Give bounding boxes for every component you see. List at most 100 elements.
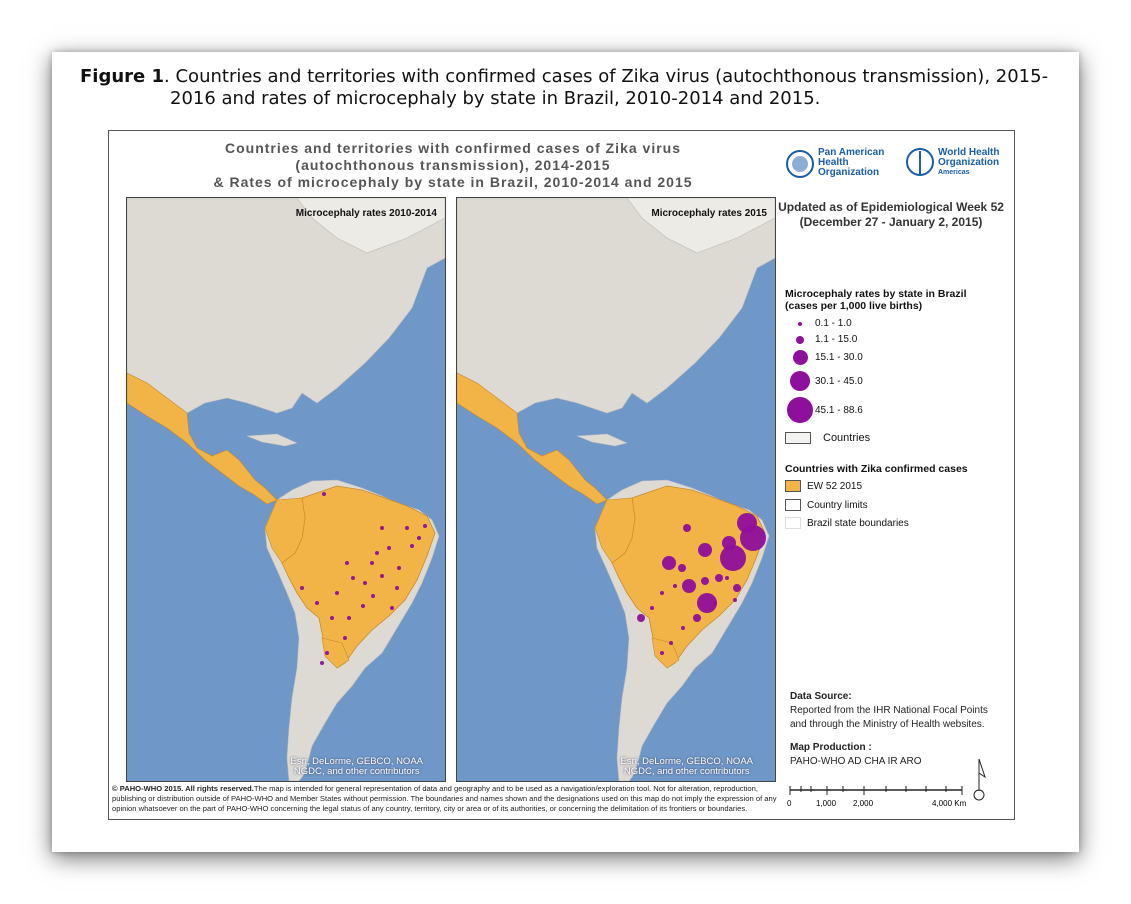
microcephaly-dot [345, 561, 349, 565]
scale-bar: 0 1,000 2,000 4,000 Km [786, 786, 986, 816]
update-line2: (December 27 - January 2, 2015) [799, 215, 983, 229]
microcephaly-dot [335, 591, 339, 595]
paho-globe-icon [786, 150, 814, 178]
panel-title-left: Microcephaly rates 2010-2014 [295, 208, 437, 219]
greenland-land [296, 198, 445, 254]
microcephaly-dot [410, 544, 414, 548]
attribution-line2: NGDC, and other contributors [293, 766, 420, 777]
microcephaly-dot [637, 614, 645, 622]
microcephaly-dot [351, 576, 355, 580]
legend-zika-title: Countries with Zika confirmed cases [785, 463, 968, 475]
map-svg-right [457, 198, 775, 781]
microcephaly-dot [678, 564, 686, 572]
map-title-line1: Countries and territories with confirmed… [225, 140, 681, 156]
greenland-land [626, 198, 775, 254]
caption-line2: 2016 and rates of microcephaly by state … [170, 88, 821, 109]
data-source: Data Source: Reported from the IHR Natio… [790, 690, 988, 732]
northern-south-america-zika [594, 497, 636, 564]
map-panel-2015: Microcephaly rates 2015 Esri, DeLorme, G… [456, 197, 776, 782]
map-svg-left [127, 198, 445, 781]
microcephaly-dot [330, 616, 334, 620]
north-arrow-icon [970, 755, 992, 803]
mexico-central-america-zika [127, 372, 278, 505]
organization-logos: Pan American Health Organization World H… [786, 146, 1006, 186]
microcephaly-dot [375, 551, 379, 555]
microcephaly-dot [682, 579, 696, 593]
map-attribution-right: Esri, DeLorme, GEBCO, NOAA NGDC, and oth… [620, 757, 753, 777]
data-source-line1: Reported from the IHR National Focal Poi… [790, 705, 988, 716]
microcephaly-dot [740, 525, 766, 551]
legend-dot-icon [796, 335, 804, 344]
legend-rate-5: 45.1 - 88.6 [785, 397, 863, 423]
data-source-line2: and through the Ministry of Health websi… [790, 719, 985, 730]
microcephaly-dot [347, 616, 351, 620]
microcephaly-dot [669, 641, 673, 645]
microcephaly-dot [322, 492, 326, 496]
legend-rate-4: 30.1 - 45.0 [785, 371, 863, 391]
microcephaly-dot [715, 574, 723, 582]
microcephaly-dot [325, 651, 329, 655]
map-title-line2: (autochthonous transmission), 2014-2015 [295, 157, 611, 173]
microcephaly-dot [697, 593, 717, 613]
map-title-line3: & Rates of microcephaly by state in Braz… [213, 174, 693, 190]
microcephaly-dot [713, 601, 717, 605]
microcephaly-dot [733, 598, 737, 602]
legend-rate-3: 15.1 - 30.0 [785, 350, 863, 365]
microcephaly-dot [660, 591, 664, 595]
attribution-line1: Esri, DeLorme, GEBCO, NOAA [290, 756, 423, 767]
microcephaly-dot [725, 576, 729, 580]
scale-bar-graphic [789, 786, 963, 795]
paho-line1: Pan American [818, 147, 885, 158]
microcephaly-dot [417, 536, 421, 540]
microcephaly-dot [371, 594, 375, 598]
microcephaly-dot [387, 546, 391, 550]
microcephaly-dot [361, 604, 365, 608]
panel-title-right: Microcephaly rates 2015 [651, 208, 767, 219]
legend-dot-icon [798, 321, 802, 326]
who-line2: Organization [938, 157, 1000, 168]
microcephaly-dot [390, 606, 394, 610]
paho-logo-text: Pan American Health Organization [818, 148, 884, 178]
microcephaly-dots-right [637, 513, 766, 655]
microcephaly-dot [720, 545, 746, 571]
northern-south-america-zika [264, 497, 306, 564]
figure-caption: Figure 1. Countries and territories with… [80, 66, 1060, 110]
scale-label-4000: 4,000 Km [932, 799, 967, 808]
microcephaly-dot [673, 584, 677, 588]
scale-label-1000: 1,000 [816, 799, 837, 808]
who-line1: World Health [938, 147, 1000, 158]
who-emblem-icon [906, 148, 934, 176]
caption-line1: . Countries and territories with confirm… [164, 66, 1049, 87]
map-production-title: Map Production : [790, 742, 872, 753]
attribution-line2: NGDC, and other contributors [623, 766, 750, 777]
microcephaly-dot [733, 584, 741, 592]
map-production: Map Production : PAHO-WHO AD CHA IR ARO [790, 741, 922, 769]
logo-graphics [786, 148, 934, 178]
microcephaly-dot [662, 556, 676, 570]
update-note: Updated as of Epidemiological Week 52 (D… [776, 200, 1006, 230]
legend-countries: Countries [785, 432, 870, 444]
microcephaly-dot [660, 651, 664, 655]
legend-rates-title: Microcephaly rates by state in Brazil (c… [785, 288, 966, 312]
microcephaly-dot [423, 524, 427, 528]
legend-rates-title1: Microcephaly rates by state in Brazil [785, 288, 967, 300]
paraguay-zika [321, 637, 350, 669]
footer-disclaimer: The map is intended for general represen… [112, 784, 777, 813]
legend-zika-ew52: EW 52 2015 [785, 480, 862, 492]
map-title: Countries and territories with confirmed… [120, 140, 786, 191]
update-line1: Updated as of Epidemiological Week 52 [778, 200, 1004, 214]
countries-swatch-icon [785, 432, 811, 444]
zika-swatch-icon [785, 480, 801, 492]
figure-label: Figure 1 [80, 66, 165, 87]
paho-line2: Health [818, 157, 849, 168]
microcephaly-dot [681, 626, 685, 630]
attribution-line1: Esri, DeLorme, GEBCO, NOAA [620, 756, 753, 767]
paho-line3: Organization [818, 167, 880, 178]
microcephaly-dot [405, 526, 409, 530]
paraguay-zika [651, 637, 680, 669]
microcephaly-dot [698, 543, 712, 557]
microcephaly-dot [315, 601, 319, 605]
scale-label-0: 0 [787, 799, 792, 808]
microcephaly-dot [363, 581, 367, 585]
microcephaly-dot [380, 574, 384, 578]
